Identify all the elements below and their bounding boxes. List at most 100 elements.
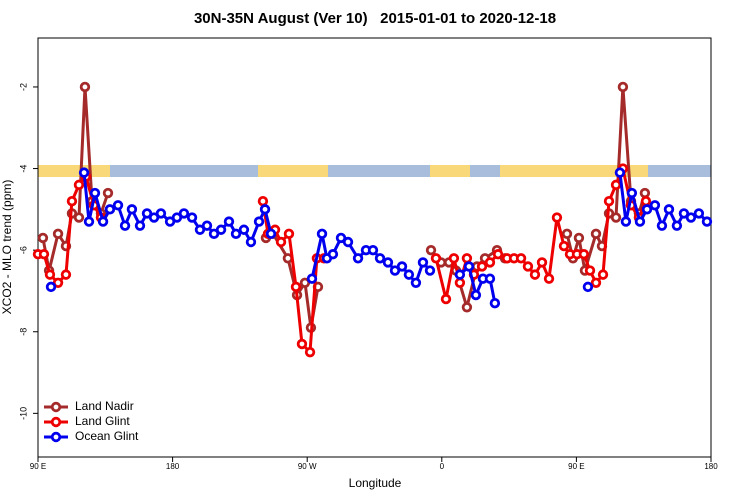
data-point [374, 253, 386, 264]
land-strip [430, 165, 470, 177]
data-point [79, 81, 91, 93]
data-point [489, 297, 501, 309]
data-point [461, 302, 473, 313]
land-strip [258, 165, 328, 177]
data-point [155, 208, 167, 219]
data-point [89, 187, 101, 199]
data-point [306, 273, 318, 284]
data-point [590, 228, 602, 240]
data-point [454, 269, 466, 280]
data-point [290, 281, 302, 293]
data-point [603, 195, 615, 207]
data-point [126, 204, 138, 215]
land-strip [500, 165, 648, 177]
data-point [382, 257, 394, 268]
data-point [671, 220, 683, 231]
data-point [259, 204, 271, 215]
y-tick-label: -10 [18, 407, 28, 420]
data-point [186, 212, 198, 223]
data-point [558, 240, 570, 252]
data-point [238, 224, 250, 235]
data-point [639, 187, 651, 199]
data-point [641, 204, 653, 215]
data-point [73, 179, 85, 191]
data-point [119, 220, 131, 231]
data-point [476, 261, 488, 272]
data-point [215, 224, 227, 235]
data-point [37, 232, 49, 244]
data-point [649, 200, 661, 211]
data-point [685, 212, 697, 223]
data-point [614, 167, 626, 178]
data-point [52, 277, 64, 288]
data-point [194, 224, 206, 235]
data-point [44, 269, 56, 280]
data-point [582, 281, 594, 293]
data-point [590, 277, 602, 288]
data-point [389, 265, 401, 276]
data-point [640, 195, 652, 207]
x-tick-label: 90 E [568, 462, 584, 471]
data-point [656, 220, 668, 231]
x-tick-label: 90 E [30, 462, 46, 471]
data-point [283, 228, 295, 240]
data-point [578, 249, 590, 260]
data-point [396, 261, 408, 272]
data-point [201, 220, 213, 231]
y-tick-label: -6 [18, 246, 28, 254]
data-point [299, 277, 311, 288]
data-point [403, 269, 415, 280]
data-point [693, 208, 705, 219]
data-point [543, 273, 555, 284]
data-point [551, 212, 563, 223]
data-point [515, 253, 527, 264]
legend-marker [50, 401, 62, 413]
chart-title: 30N-35N August (Ver 10) 2015-01-01 to 20… [194, 10, 556, 27]
x-tick-label: 180 [704, 462, 718, 471]
y-axis-label: XCO2 - MLO trend (ppm) [0, 180, 14, 315]
data-point [52, 228, 64, 240]
data-point [522, 261, 534, 272]
data-point [440, 293, 452, 305]
data-point [634, 216, 646, 227]
data-point [73, 212, 85, 223]
data-point [367, 244, 379, 256]
y-tick-label: -2 [18, 83, 28, 91]
legend-label: Ocean Glint [75, 429, 139, 443]
legend-label: Land Glint [75, 414, 130, 428]
x-tick-label: 180 [166, 462, 180, 471]
data-point [83, 216, 95, 227]
data-point [230, 228, 242, 240]
data-point [352, 253, 364, 264]
data-point [417, 257, 429, 268]
data-point [626, 187, 638, 199]
data-point [484, 257, 496, 268]
data-point [410, 277, 422, 288]
data-point [463, 261, 475, 272]
data-point [253, 216, 265, 227]
data-point [304, 346, 316, 358]
data-point [610, 212, 622, 223]
data-point [461, 253, 473, 264]
data-point [275, 236, 287, 248]
land-strip [38, 165, 110, 177]
data-point [424, 265, 436, 276]
data-point [208, 228, 220, 240]
data-point [454, 277, 466, 288]
legend-marker [50, 431, 62, 443]
data-point [223, 216, 235, 227]
land-ocean-strip [38, 165, 711, 177]
data-point [484, 273, 496, 284]
data-point [529, 269, 541, 280]
data-point [573, 232, 585, 244]
data-point [257, 195, 269, 207]
y-tick-label: -4 [18, 165, 28, 173]
data-point [561, 228, 573, 240]
data-point [97, 216, 109, 227]
legend-marker [50, 416, 62, 428]
data-point [171, 212, 183, 223]
x-tick-label: 0 [440, 462, 445, 471]
data-point [701, 216, 713, 227]
